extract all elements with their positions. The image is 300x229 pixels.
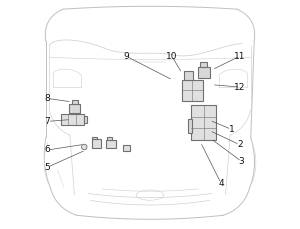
Bar [61,114,84,125]
Bar [84,116,87,123]
Bar [182,80,203,101]
Bar [69,104,80,113]
Text: 11: 11 [234,52,246,61]
Text: 3: 3 [239,157,244,166]
Text: 7: 7 [44,117,50,126]
Bar [188,119,192,133]
Text: 9: 9 [123,52,129,61]
Bar [200,62,207,67]
Circle shape [82,144,87,150]
Bar [184,71,193,80]
Bar [92,139,101,148]
Text: 1: 1 [229,125,234,134]
Bar [72,100,78,104]
Text: 2: 2 [237,140,243,149]
Text: 6: 6 [44,145,50,155]
Text: 10: 10 [166,52,178,61]
Bar [106,140,116,148]
Bar [92,137,97,139]
Bar [198,67,209,78]
Text: 5: 5 [44,163,50,172]
Bar [122,145,130,151]
Text: 4: 4 [218,179,224,188]
Bar [107,137,112,140]
Bar [191,105,216,140]
Text: 8: 8 [44,94,50,103]
Text: 12: 12 [234,82,246,92]
